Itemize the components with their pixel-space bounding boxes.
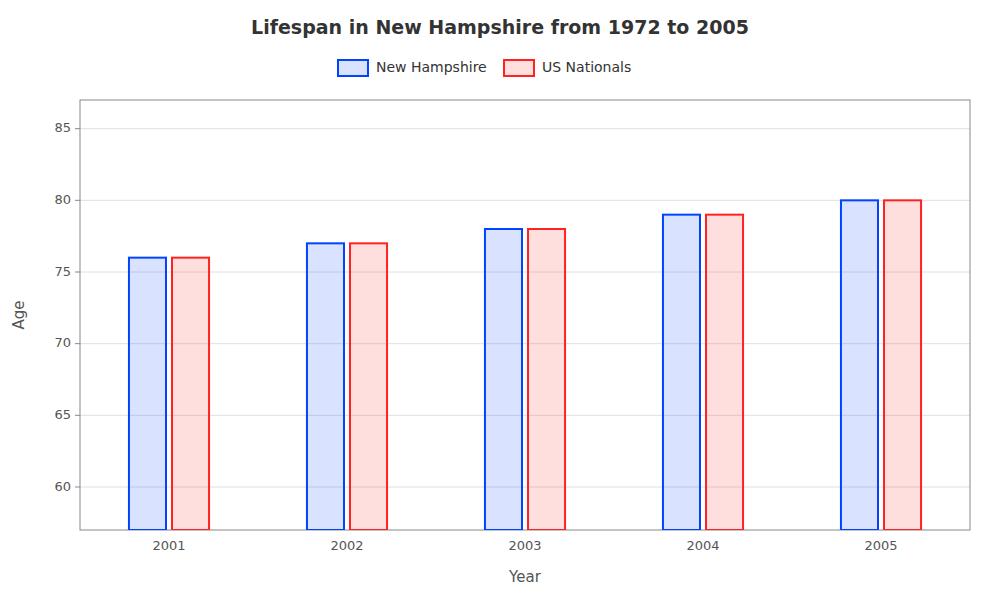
- tick-label: 2005: [864, 538, 897, 553]
- tick-mark: [75, 200, 80, 201]
- tick-mark: [75, 272, 80, 273]
- legend-label: US Nationals: [542, 59, 631, 75]
- bar: [307, 243, 344, 530]
- tick-label: 65: [54, 407, 71, 422]
- tick-label: 2003: [508, 538, 541, 553]
- bar: [172, 258, 209, 530]
- bar: [841, 200, 878, 530]
- x-axis-label: Year: [508, 568, 542, 586]
- bar: [706, 215, 743, 530]
- title: Lifespan in New Hampshire from 1972 to 2…: [251, 16, 749, 38]
- bar: [884, 200, 921, 530]
- grid-line: [80, 415, 970, 416]
- grid-line: [80, 272, 970, 273]
- grid: [80, 129, 970, 487]
- legend: New Hampshire US Nationals: [338, 59, 631, 76]
- y-axis: 60 65 70 75 80 85: [54, 120, 80, 493]
- grid-line: [80, 200, 970, 201]
- grid-line: [80, 487, 970, 488]
- plot-frame: [80, 100, 970, 530]
- tick-label: 60: [54, 479, 71, 494]
- bar: [350, 243, 387, 530]
- grid-line: [80, 128, 970, 129]
- y-axis-label: Age: [10, 300, 28, 329]
- tick-label: 80: [54, 192, 71, 207]
- grid-line: [80, 343, 970, 344]
- tick-label: 2004: [686, 538, 719, 553]
- tick-mark: [75, 343, 80, 344]
- tick-mark: [75, 487, 80, 488]
- tick-label: 2002: [330, 538, 363, 553]
- tick-label: 2001: [152, 538, 185, 553]
- chart-container: 60 65 70 75 80 85 2001 2002 2003 2004 2005 Lifespan…: [0, 0, 1000, 600]
- bar: [485, 229, 522, 530]
- tick-label: 85: [54, 120, 71, 135]
- tick-mark: [75, 128, 80, 129]
- bar: [528, 229, 565, 530]
- legend-swatch: [504, 60, 534, 76]
- bars: [129, 200, 921, 530]
- legend-swatch: [338, 60, 368, 76]
- x-axis: 2001 2002 2003 2004 2005: [152, 538, 897, 553]
- bar: [129, 258, 166, 530]
- legend-label: New Hampshire: [376, 59, 487, 75]
- tick-label: 75: [54, 264, 71, 279]
- tick-label: 70: [54, 335, 71, 350]
- tick-mark: [75, 415, 80, 416]
- bar: [663, 215, 700, 530]
- chart: 60 65 70 75 80 85 2001 2002 2003 2004 2005 Lifespan…: [0, 0, 1000, 600]
